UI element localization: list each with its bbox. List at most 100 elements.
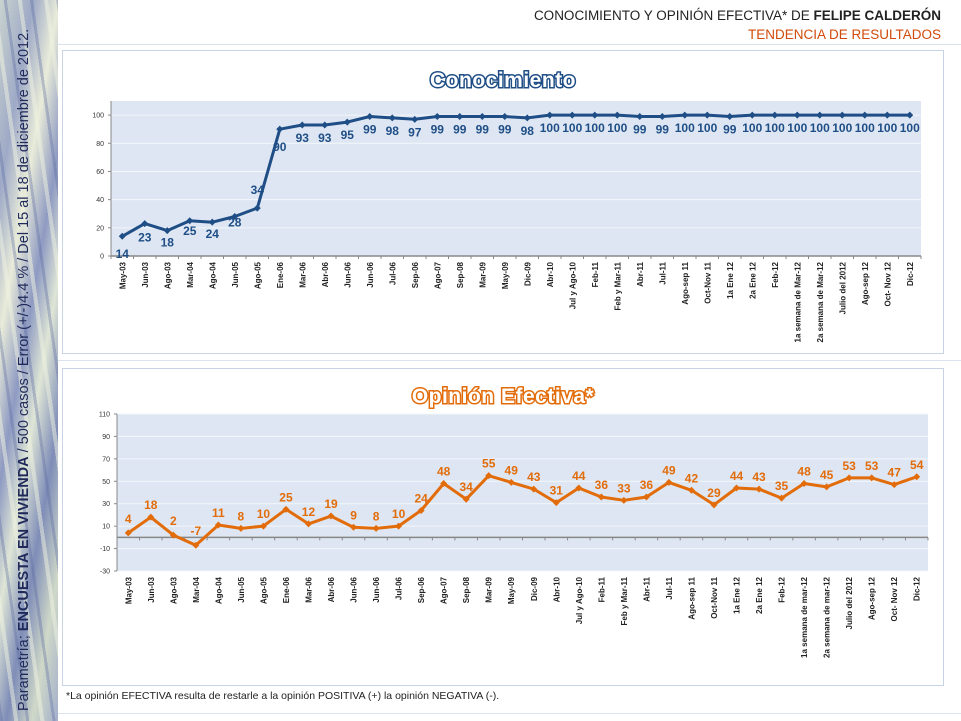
data-label: 100 [765,121,785,135]
x-tick-label: 2a Ene 12 [755,576,764,613]
x-tick-label: May-03 [118,261,127,289]
data-label: 28 [228,216,242,230]
survey-source-note: Parametría; ENCUESTA EN VIVIENDA / 500 c… [16,29,32,711]
data-label: 99 [476,123,490,137]
x-tick-label: Mar-06 [304,576,313,602]
x-tick-label: 1a semana de mar-12 [800,576,809,657]
data-label: 99 [633,123,647,137]
data-point [726,113,734,120]
x-tick-label: Sep-08 [456,261,465,288]
x-tick-label: Feb y Mar-11 [613,261,622,310]
data-point [771,111,779,119]
data-label: 36 [640,478,654,492]
data-point [681,111,689,119]
x-tick-label: Jun-06 [372,576,381,602]
data-label: 98 [521,124,535,138]
x-tick-label: Ago-sep 12 [861,261,870,305]
y-tick-label: -30 [100,569,110,576]
data-point [327,512,335,520]
y-tick-label: 90 [102,434,110,441]
data-point [890,481,898,489]
data-point [321,121,329,129]
x-tick-label: Julio del 2012 [838,261,847,314]
x-tick-label: Jul-11 [658,261,667,284]
data-label: 100 [855,121,875,135]
data-point [816,111,824,119]
data-point [141,220,149,228]
data-label: 100 [607,121,627,135]
x-tick-label: Jun-03 [141,261,150,287]
x-tick-label: Jun-05 [231,261,240,287]
data-point [169,531,177,539]
x-tick-label: Jun-05 [237,576,246,602]
data-label: 24 [414,491,428,505]
plot-area [117,414,928,571]
data-point [388,114,396,122]
data-point [433,113,441,120]
series-line [127,474,918,547]
x-tick-label: Jul-06 [388,261,397,285]
data-label: 48 [437,465,451,479]
data-label: 31 [550,484,564,498]
x-tick-label: Mar-04 [186,261,195,287]
data-label: 55 [482,457,496,471]
x-tick-label: Jun-06 [343,261,352,287]
data-label: 42 [685,471,699,485]
conocimiento-chart-panel: Conocimiento 0 20 40 60 80 100 May-03 Jun-03 Ago-… [62,50,944,354]
x-tick-label: May-09 [507,576,516,604]
x-tick-label: Mar-04 [192,576,201,602]
data-label: 100 [810,121,830,135]
decorative-line [58,360,961,361]
data-label: 25 [279,490,293,504]
x-tick-label: Dic-09 [530,576,539,601]
data-label: 18 [144,498,158,512]
x-tick-label: Dic-12 [906,261,915,286]
data-point [575,484,583,492]
data-label: 100 [877,121,897,135]
data-point [124,529,132,537]
page-title-name: FELIPE CALDERÓN [813,8,941,23]
data-label: 99 [723,123,737,137]
y-tick-label: -10 [100,546,110,553]
y-tick-label: 100 [92,113,104,120]
data-point [613,111,621,119]
data-point [411,115,419,123]
data-label: 95 [341,128,355,142]
data-point [658,113,666,120]
data-point [591,111,599,119]
data-point [642,493,650,501]
data-point [366,113,374,120]
x-tick-label: Mar-09 [478,261,487,287]
data-label: 2 [170,514,177,528]
data-label: 44 [730,469,744,483]
x-tick-label: Ago-03 [163,261,172,289]
data-label: 100 [900,121,920,135]
data-label: 98 [386,124,400,138]
decorative-side-strip [0,0,58,721]
data-label: 48 [797,465,811,479]
x-tick-label: Ene-06 [282,576,291,603]
data-point [778,494,786,502]
data-label: 11 [212,506,225,520]
data-label: 45 [820,468,834,482]
data-label: 19 [324,497,338,511]
data-label: 99 [453,123,467,137]
data-label: 100 [585,121,605,135]
x-tick-label: 1a semana de Mar-12 [793,261,802,342]
data-point [440,480,448,488]
data-label: 9 [350,508,357,522]
data-label: 14 [116,247,130,261]
data-label: 99 [656,123,670,137]
y-tick-label: 10 [102,524,110,531]
conocimiento-chart: Conocimiento 0 20 40 60 80 100 May-03 Jun-03 Ago-… [92,68,922,343]
x-tick-label: 1a Ene 12 [733,576,742,613]
data-point [259,522,267,530]
x-tick-label: Abr-06 [327,576,336,602]
x-tick-label: Ago-sep 11 [687,576,696,619]
page-subtitle: TENDENCIA DE RESULTADOS [747,27,941,42]
x-tick-label: Ago-04 [208,261,217,289]
data-label: 23 [138,231,152,245]
data-label: 34 [251,183,265,197]
data-point [118,232,126,240]
x-tick-label: Abr-10 [552,576,561,602]
